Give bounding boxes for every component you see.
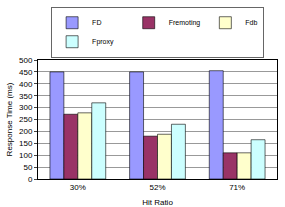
svg-text:52%: 52% xyxy=(149,183,165,192)
svg-text:250: 250 xyxy=(19,115,33,124)
svg-text:Fproxy: Fproxy xyxy=(92,38,114,46)
svg-text:150: 150 xyxy=(19,139,33,148)
svg-text:30%: 30% xyxy=(70,183,86,192)
svg-text:350: 350 xyxy=(19,92,33,101)
svg-text:Fremoting: Fremoting xyxy=(169,19,201,27)
svg-text:500: 500 xyxy=(19,56,33,65)
svg-text:50: 50 xyxy=(23,163,32,172)
svg-text:450: 450 xyxy=(19,68,33,77)
svg-text:Response Time (ms): Response Time (ms) xyxy=(5,82,14,156)
svg-text:FD: FD xyxy=(92,19,101,26)
svg-text:Fdb: Fdb xyxy=(245,19,257,26)
svg-text:71%: 71% xyxy=(229,183,245,192)
svg-text:0: 0 xyxy=(28,175,33,184)
svg-text:100: 100 xyxy=(19,151,33,160)
svg-text:300: 300 xyxy=(19,103,33,112)
svg-text:400: 400 xyxy=(19,80,33,89)
svg-text:200: 200 xyxy=(19,127,33,136)
svg-text:Hit Ratio: Hit Ratio xyxy=(142,198,173,207)
